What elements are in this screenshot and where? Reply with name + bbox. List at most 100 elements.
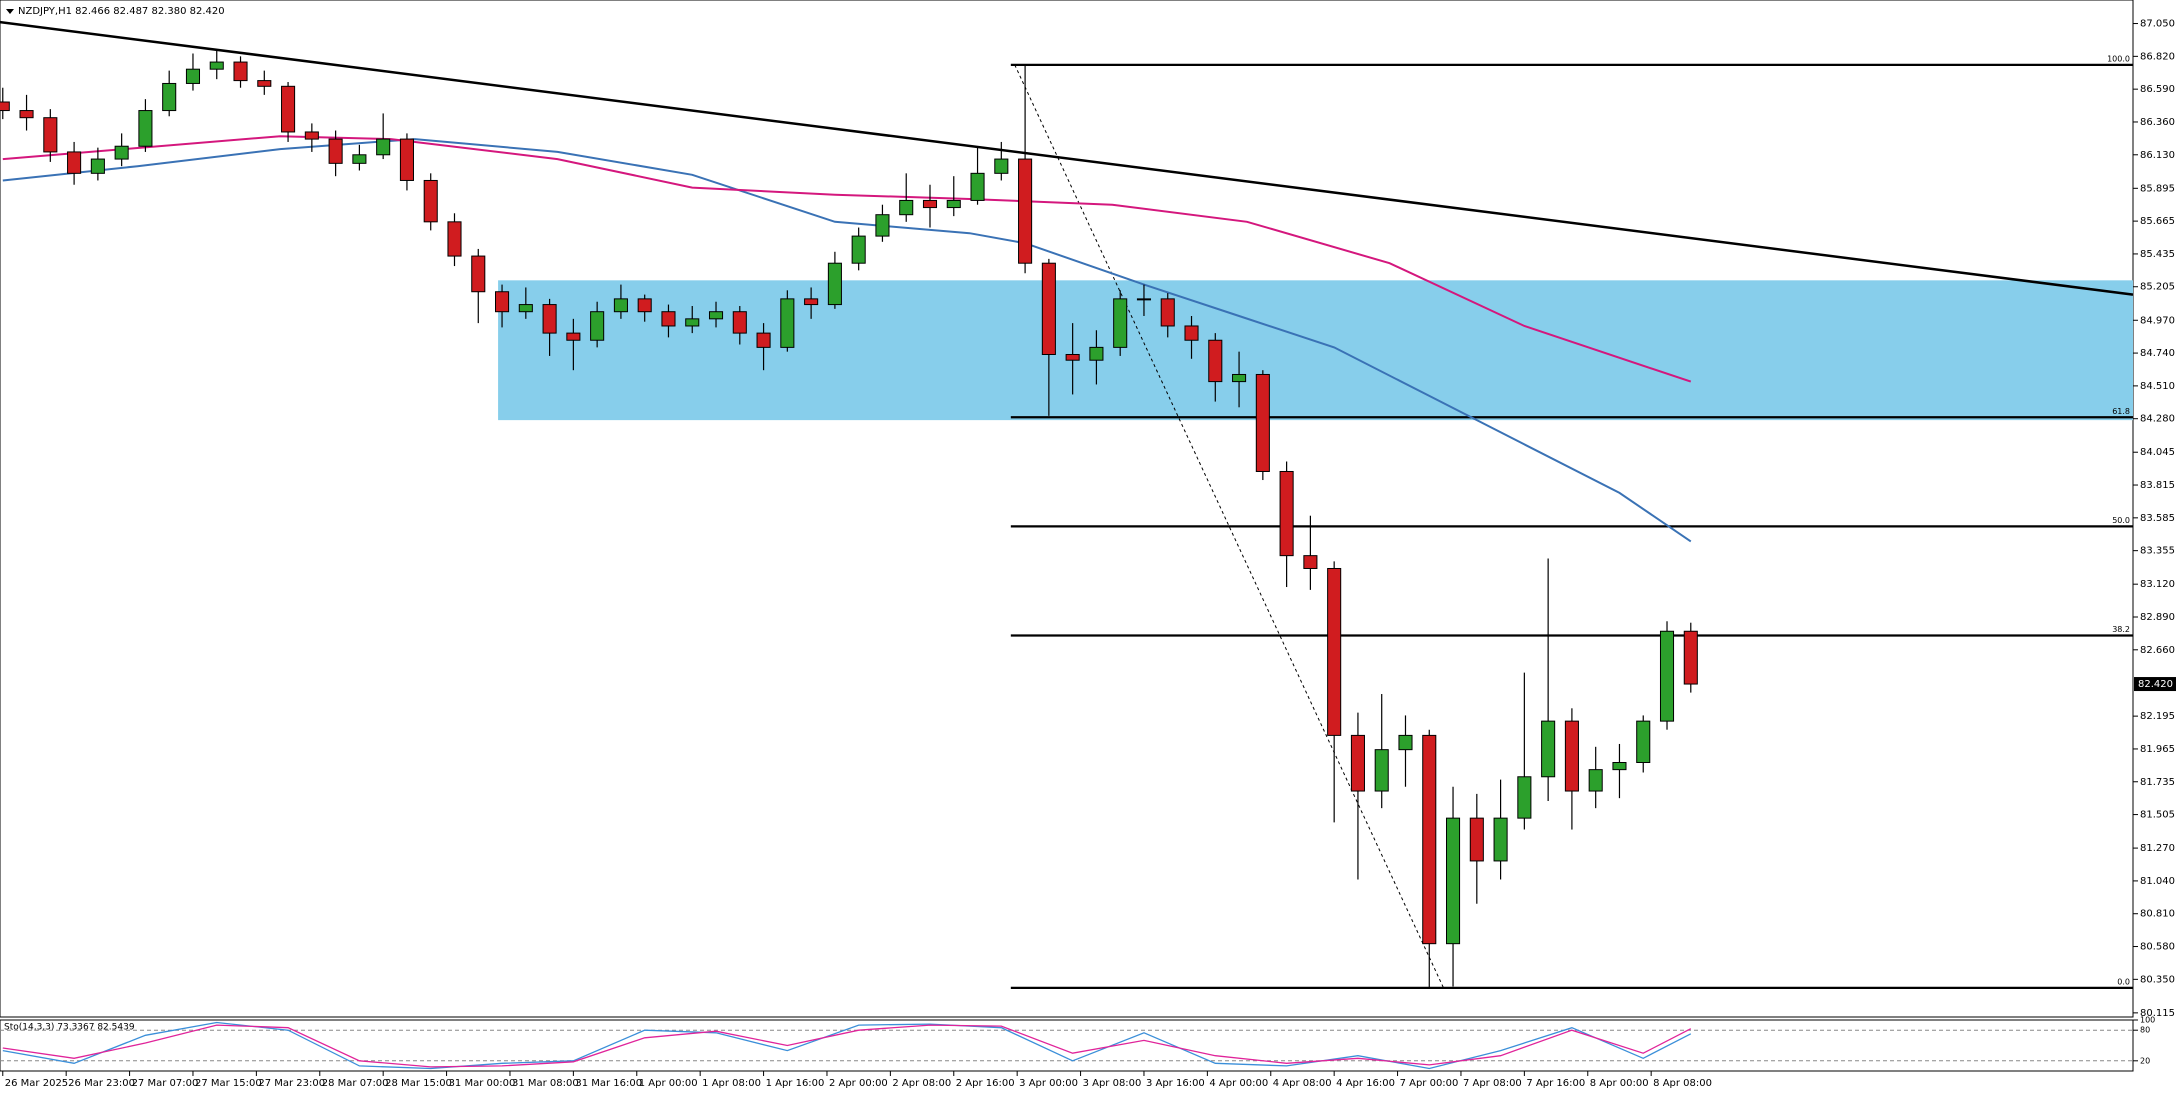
candle-body bbox=[661, 311, 676, 327]
candle-body bbox=[1255, 373, 1270, 472]
fib-label: 100.0 bbox=[2107, 54, 2130, 63]
candle-body bbox=[114, 145, 129, 160]
x-tick-label: 4 Apr 16:00 bbox=[1336, 1078, 1395, 1089]
fib-label: 61.8 bbox=[2112, 407, 2130, 416]
candle-body bbox=[67, 151, 82, 174]
trendline bbox=[0, 20, 2134, 296]
y-tick-label: 85.895 bbox=[2140, 183, 2175, 194]
candle-body bbox=[447, 221, 462, 257]
y-tick-label: 85.665 bbox=[2140, 216, 2175, 227]
candle-body bbox=[613, 298, 628, 313]
candle-body bbox=[376, 138, 391, 156]
x-tick-label: 3 Apr 00:00 bbox=[1019, 1078, 1078, 1089]
oscillator-line bbox=[2, 1024, 1692, 1068]
candle-body bbox=[1279, 470, 1294, 557]
fib-label: 50.0 bbox=[2112, 516, 2130, 525]
fib-label: 0.0 bbox=[2117, 977, 2130, 986]
y-tick-label: 81.505 bbox=[2140, 810, 2175, 821]
x-tick-label: 8 Apr 00:00 bbox=[1590, 1078, 1649, 1089]
x-tick-label: 4 Apr 00:00 bbox=[1209, 1078, 1268, 1089]
candle-body bbox=[1493, 817, 1508, 862]
y-tick-label: 81.965 bbox=[2140, 744, 2175, 755]
x-tick-label: 27 Mar 07:00 bbox=[132, 1078, 199, 1089]
y-tick-label: 86.590 bbox=[2140, 84, 2175, 95]
candle-body bbox=[637, 298, 652, 313]
candle-body bbox=[1208, 339, 1223, 383]
candle-body bbox=[162, 82, 177, 112]
candle-body bbox=[1398, 734, 1413, 751]
candle-body bbox=[827, 262, 842, 306]
candle-body bbox=[994, 158, 1009, 174]
oscillator-tick-label: 100 bbox=[2140, 1016, 2155, 1025]
candle-body bbox=[1350, 734, 1365, 792]
x-tick-label: 27 Mar 23:00 bbox=[258, 1078, 325, 1089]
y-tick-label: 80.350 bbox=[2140, 974, 2175, 985]
candle-body bbox=[138, 110, 153, 147]
fib-diagonal bbox=[1014, 64, 1444, 989]
candle-body bbox=[19, 110, 34, 119]
x-tick-label: 7 Apr 16:00 bbox=[1526, 1078, 1585, 1089]
candle-body bbox=[1018, 158, 1033, 264]
y-tick-label: 86.820 bbox=[2140, 51, 2175, 62]
x-tick-label: 4 Apr 08:00 bbox=[1273, 1078, 1332, 1089]
oscillator-tick-label: 80 bbox=[2140, 1026, 2150, 1035]
x-tick-label: 7 Apr 08:00 bbox=[1463, 1078, 1522, 1089]
y-tick-label: 81.735 bbox=[2140, 777, 2175, 788]
x-tick-label: 3 Apr 16:00 bbox=[1146, 1078, 1205, 1089]
y-tick-label: 80.580 bbox=[2140, 942, 2175, 953]
candle-body bbox=[780, 298, 795, 348]
candle-body bbox=[1422, 734, 1437, 945]
candle-body bbox=[542, 304, 557, 334]
x-tick-label: 1 Apr 00:00 bbox=[639, 1078, 698, 1089]
candle-body bbox=[281, 85, 296, 133]
candle-body bbox=[1636, 720, 1651, 764]
candle-body bbox=[1041, 262, 1056, 356]
candle-body bbox=[1588, 769, 1603, 792]
candle-body bbox=[1184, 325, 1199, 341]
y-tick-label: 83.120 bbox=[2140, 579, 2175, 590]
zone bbox=[498, 280, 2134, 421]
x-tick-label: 26 Mar 2025 bbox=[5, 1078, 68, 1089]
candle-body bbox=[946, 199, 961, 209]
x-tick-label: 1 Apr 08:00 bbox=[702, 1078, 761, 1089]
oscillator-line bbox=[2, 1021, 1692, 1070]
x-tick-label: 8 Apr 08:00 bbox=[1653, 1078, 1712, 1089]
candle-body bbox=[732, 311, 747, 334]
candle-body bbox=[1469, 817, 1484, 862]
candle-body bbox=[1541, 720, 1556, 778]
oscillator-pane bbox=[0, 1019, 2134, 1072]
candle-body bbox=[328, 138, 343, 164]
x-tick-label: 1 Apr 16:00 bbox=[766, 1078, 825, 1089]
y-tick-label: 84.280 bbox=[2140, 414, 2175, 425]
x-tick-label: 31 Mar 08:00 bbox=[512, 1078, 579, 1089]
y-tick-label: 81.270 bbox=[2140, 843, 2175, 854]
candle-body bbox=[1232, 373, 1247, 383]
candle-body bbox=[1683, 630, 1698, 685]
y-tick-label: 80.810 bbox=[2140, 909, 2175, 920]
y-tick-label: 84.970 bbox=[2140, 315, 2175, 326]
candle-body bbox=[1113, 298, 1128, 348]
candle-body bbox=[566, 332, 581, 341]
candle-body bbox=[875, 214, 890, 237]
oscillator-title: Sto(14,3,3) 73.3367 82.5439 bbox=[4, 1023, 135, 1033]
x-tick-label: 26 Mar 23:00 bbox=[68, 1078, 135, 1089]
candle-body bbox=[851, 235, 866, 264]
candle-body bbox=[1089, 346, 1104, 361]
y-tick-label: 80.115 bbox=[2140, 1008, 2175, 1019]
candle-body bbox=[399, 138, 414, 181]
candle-body bbox=[471, 255, 486, 293]
menu-arrow[interactable] bbox=[6, 9, 14, 14]
candle-body bbox=[1160, 298, 1175, 327]
y-tick-label: 85.205 bbox=[2140, 282, 2175, 293]
y-tick-label: 86.360 bbox=[2140, 117, 2175, 128]
candle-body bbox=[495, 291, 510, 313]
y-tick-label: 81.040 bbox=[2140, 876, 2175, 887]
candle-body bbox=[1136, 298, 1152, 301]
last-price-box bbox=[2134, 677, 2176, 692]
candle-body bbox=[304, 131, 319, 140]
y-tick-label: 86.130 bbox=[2140, 150, 2175, 161]
y-tick-label: 82.890 bbox=[2140, 612, 2175, 623]
y-tick-label: 87.050 bbox=[2140, 19, 2175, 30]
x-tick-label: 28 Mar 15:00 bbox=[385, 1078, 452, 1089]
